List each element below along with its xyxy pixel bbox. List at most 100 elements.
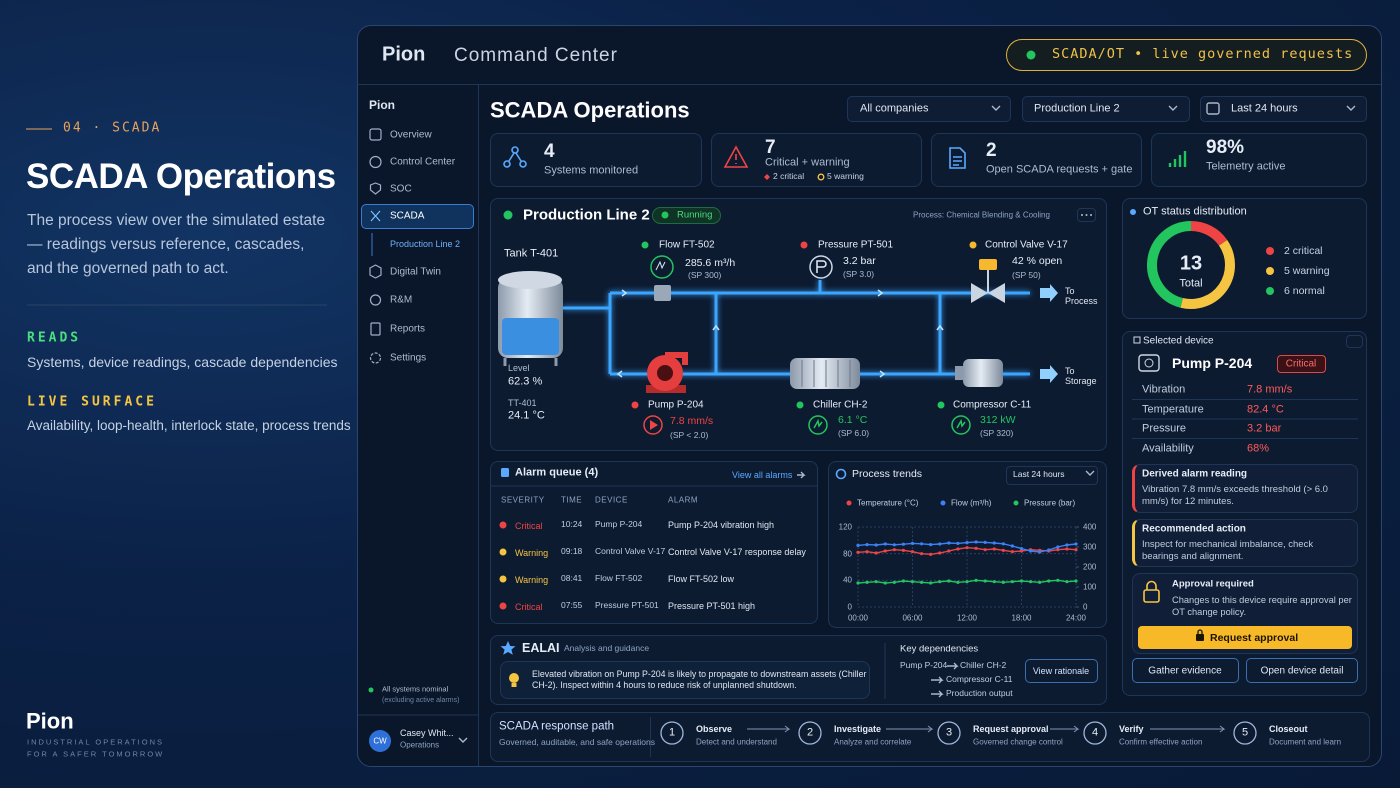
device-reading: 285.6 m³/h [685, 256, 736, 269]
x-tick-label: 00:00 [847, 613, 869, 623]
trend-point [1010, 544, 1015, 548]
trend-point [1056, 545, 1060, 549]
trend-point [901, 579, 906, 583]
status-dot [796, 401, 804, 409]
alarm-device: Control Valve V-17 [595, 546, 666, 557]
nav-item[interactable]: Digital Twin [390, 266, 441, 278]
device-name: Flow FT-502 [659, 239, 715, 251]
trend-point [910, 550, 915, 554]
panel-title: EALAI [522, 640, 560, 655]
step-circle [937, 721, 961, 745]
tank [498, 271, 562, 289]
step-title: Request approval [973, 723, 1049, 734]
trend-point [965, 541, 969, 545]
status-dot [1130, 209, 1136, 215]
step-circle [798, 721, 822, 745]
more-button[interactable] [1346, 335, 1363, 348]
legend-label: Temperature (°C) [857, 498, 919, 508]
status-dot [641, 241, 649, 249]
tagline: INDUSTRIAL OPERATIONS [27, 737, 165, 747]
ai-icons [1143, 589, 1160, 603]
button-label[interactable]: Request approval [1210, 631, 1299, 644]
filter[interactable] [1200, 96, 1367, 122]
trend-point [883, 542, 887, 546]
misc-icons [931, 662, 959, 698]
trend-point [992, 580, 996, 584]
device-button[interactable] [1132, 658, 1239, 683]
alarm-severity: Critical [515, 601, 543, 612]
device-button[interactable] [1246, 658, 1358, 683]
link[interactable]: View all alarms [732, 469, 793, 480]
nav-subitem[interactable]: Production Line 2 [390, 238, 461, 249]
panel-subtitle: Governed, auditable, and safe operations [499, 737, 655, 748]
dependency: Production output [946, 688, 1013, 699]
trend-point [1074, 542, 1078, 546]
trend-point [856, 581, 860, 585]
alarm-device: Flow FT-502 [595, 573, 643, 584]
panel-title: Production Line 2 [523, 206, 650, 224]
derived-card [1132, 464, 1358, 513]
nav-item[interactable]: Overview [390, 129, 432, 141]
status-dot [940, 500, 946, 506]
nav-item[interactable]: R&M [390, 294, 413, 306]
device-name: Pressure PT-501 [818, 239, 894, 251]
filter-label: All companies [860, 102, 929, 115]
alarm-text: Pressure PT-501 high [668, 600, 756, 611]
ai-icons [509, 673, 519, 683]
ai-message [500, 661, 870, 699]
nav-item[interactable]: Control Center [390, 156, 456, 168]
dependency: Pump P-204 [900, 660, 948, 671]
nav-item[interactable]: Settings [390, 352, 427, 364]
step-text: Analyze and correlate [834, 737, 912, 747]
trend-point [1056, 548, 1060, 552]
device-setpoint: (SP 300) [688, 270, 722, 281]
chiller [790, 358, 860, 389]
device-setpoint: (SP 320) [980, 428, 1014, 439]
filter[interactable] [847, 96, 1011, 122]
status-text: All systems nominal [382, 684, 449, 694]
filter[interactable] [1022, 96, 1190, 122]
decor [26, 128, 327, 306]
trend-point [892, 543, 896, 547]
status-dot [369, 730, 391, 752]
ai-icons [1144, 358, 1154, 368]
status-dot [499, 548, 507, 556]
tank-name: Tank T-401 [504, 247, 559, 260]
trend-point [938, 580, 942, 584]
misc-icons [458, 737, 468, 743]
flow-meter [650, 255, 674, 301]
button-label[interactable]: Open device detail [1260, 665, 1344, 677]
kpi-icons [511, 146, 519, 154]
sidebar-icons [369, 294, 382, 306]
brand: Pion [382, 43, 426, 66]
ai-icons [1196, 634, 1204, 641]
trend-point [974, 546, 978, 550]
flow-arrows [616, 284, 1058, 383]
nav-item[interactable]: Reports [390, 323, 426, 335]
trend-range[interactable] [1006, 466, 1098, 485]
rationale-button[interactable] [1025, 659, 1098, 683]
status-icons [643, 415, 663, 435]
tagline: FOR A SAFER TOMORROW [27, 749, 165, 759]
donut-total-label: Total [1179, 277, 1203, 290]
card-text: Vibration 7.8 mm/s exceeds threshold (> … [1142, 484, 1328, 508]
step-number: 5 [1241, 726, 1249, 739]
status-dot [1266, 247, 1274, 255]
sidebar-active[interactable] [361, 204, 474, 229]
nav-item[interactable]: SOC [390, 183, 412, 195]
critical-icon [764, 174, 770, 180]
legend-label: 2 critical [1284, 244, 1323, 257]
nav-item[interactable]: SCADA [390, 210, 425, 222]
approval-button[interactable] [1138, 626, 1352, 649]
kpi-card [931, 133, 1142, 187]
alarm-panel [490, 461, 818, 624]
trend-point [865, 543, 869, 547]
trend-point [865, 580, 869, 584]
button-label[interactable]: Gather evidence [1148, 665, 1222, 677]
trend-point [874, 543, 878, 547]
tank-label: Level [508, 362, 530, 373]
reading-label: Vibration [1142, 383, 1186, 396]
alarm-icon [501, 468, 509, 477]
button-label[interactable]: View rationale [1032, 665, 1090, 676]
